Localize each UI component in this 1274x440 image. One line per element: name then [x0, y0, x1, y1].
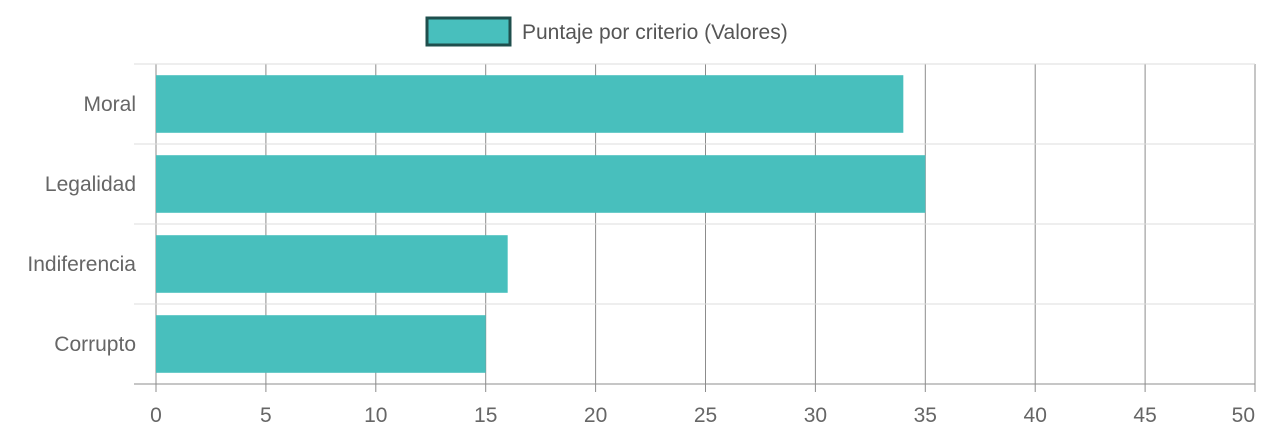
- bars: [156, 75, 926, 373]
- x-tick-label: 5: [260, 404, 272, 427]
- x-tick-label: 15: [474, 404, 497, 427]
- y-tick-label: Corrupto: [54, 333, 136, 356]
- x-tick-label: 25: [694, 404, 717, 427]
- y-axis-labels: Moral Legalidad Indiferencia Corrupto: [27, 93, 136, 356]
- x-tick-label: 40: [1024, 404, 1047, 427]
- bar-moral[interactable]: [156, 75, 904, 133]
- bar-indiferencia[interactable]: [156, 235, 508, 293]
- y-tick-label: Legalidad: [45, 173, 136, 196]
- legend[interactable]: Puntaje por criterio (Valores): [425, 16, 788, 47]
- y-tick-label: Indiferencia: [27, 253, 136, 276]
- x-tick-label: 0: [150, 404, 162, 427]
- bar-corrupto[interactable]: [156, 315, 486, 373]
- x-tick-label: 20: [584, 404, 607, 427]
- legend-label: Puntaje por criterio (Valores): [522, 21, 788, 44]
- x-tick-label: 45: [1133, 404, 1156, 427]
- x-tick-label: 10: [364, 404, 387, 427]
- bar-legalidad[interactable]: [156, 155, 926, 213]
- x-axis-labels: 0 5 10 15 20 25 30 35 40 45 50: [150, 404, 1255, 427]
- x-tick-label: 35: [914, 404, 937, 427]
- x-tick-label: 30: [804, 404, 827, 427]
- legend-swatch: [425, 16, 512, 47]
- x-tick-label: 50: [1232, 404, 1255, 427]
- y-tick-label: Moral: [83, 93, 136, 116]
